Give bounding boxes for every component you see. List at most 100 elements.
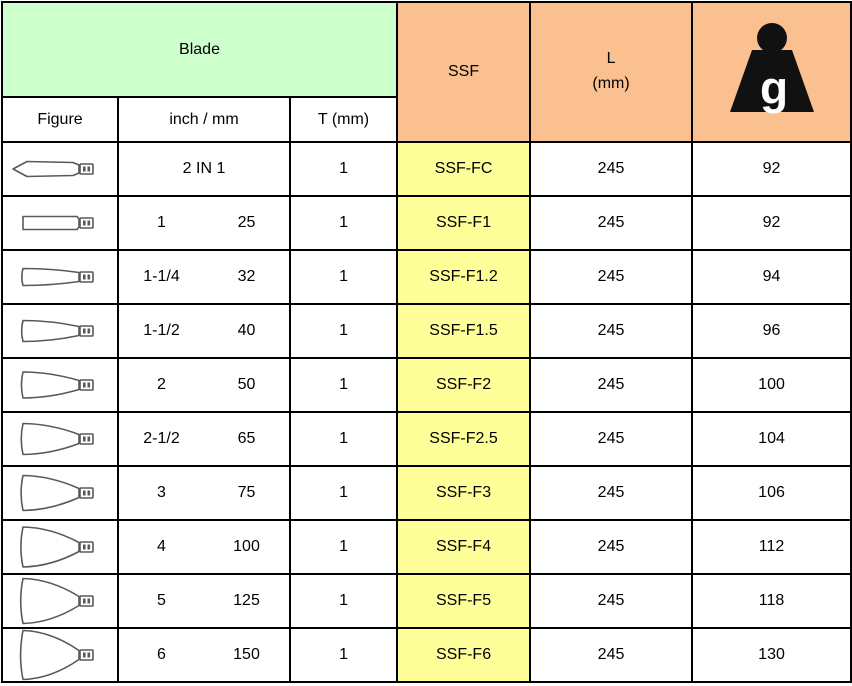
table-body: 2 IN 1 1 SSF-FC 245 92 1 25 1 SSF-F1 245 92 1-1/4 32… xyxy=(1,141,852,683)
figure-cell xyxy=(1,519,119,575)
inch-value: 1-1/4 xyxy=(143,268,180,285)
mm-value: 40 xyxy=(237,322,256,339)
inch-value: 4 xyxy=(157,538,166,555)
l-header-line2: (mm) xyxy=(592,75,630,92)
weight-cell: 92 xyxy=(691,195,852,251)
figure-cell xyxy=(1,249,119,305)
blade-fan-icon xyxy=(20,319,94,343)
mm-value: 32 xyxy=(237,268,256,285)
table-row: 2-1/2 65 1 SSF-F2.5 245 104 xyxy=(1,411,852,467)
figure-cell xyxy=(1,357,119,413)
table-row: 1-1/4 32 1 SSF-F1.2 245 94 xyxy=(1,249,852,305)
ssf-code-cell: SSF-F2.5 xyxy=(396,411,532,467)
t-cell: 1 xyxy=(288,303,399,359)
table-row: 6 150 1 SSF-F6 245 130 xyxy=(1,627,852,683)
inch-value: 1 xyxy=(157,214,166,231)
blade-fan-icon xyxy=(20,474,94,512)
ssf-code-cell: SSF-F3 xyxy=(396,465,532,521)
inch-mm-cell: 5 125 xyxy=(117,573,291,629)
t-cell: 1 xyxy=(288,411,399,467)
inch-mm-cell: 1-1/2 40 xyxy=(117,303,291,359)
inch-mm-cell: 1 25 xyxy=(117,195,291,251)
weight-cell: 94 xyxy=(691,249,852,305)
ssf-code-cell: SSF-F1 xyxy=(396,195,532,251)
mm-value: 100 xyxy=(233,538,260,555)
figure-cell xyxy=(1,573,119,629)
weight-cell: 92 xyxy=(691,141,852,197)
l-cell: 245 xyxy=(529,303,694,359)
ssf-code-cell: SSF-F1.5 xyxy=(396,303,532,359)
figure-cell xyxy=(1,465,119,521)
table-row: 2 IN 1 1 SSF-FC 245 92 xyxy=(1,141,852,197)
l-header-line1: L xyxy=(606,50,616,68)
blade-straight-icon xyxy=(22,215,94,231)
weight-cell: 100 xyxy=(691,357,852,413)
inch-mm-cell: 6 150 xyxy=(117,627,291,683)
l-cell: 245 xyxy=(529,573,694,629)
weight-cell: 96 xyxy=(691,303,852,359)
inch-mm-column-header: inch / mm xyxy=(117,96,291,143)
inch-value: 5 xyxy=(157,592,166,609)
l-header-cell: L (mm) xyxy=(529,1,694,143)
t-cell: 1 xyxy=(288,627,399,683)
figure-cell xyxy=(1,141,119,197)
l-cell: 245 xyxy=(529,465,694,521)
ssf-code-cell: SSF-F1.2 xyxy=(396,249,532,305)
weight-cell: 130 xyxy=(691,627,852,683)
t-cell: 1 xyxy=(288,573,399,629)
table-row: 5 125 1 SSF-F5 245 118 xyxy=(1,573,852,629)
t-cell: 1 xyxy=(288,249,399,305)
inch-value: 3 xyxy=(157,484,166,501)
t-cell: 1 xyxy=(288,357,399,413)
l-cell: 245 xyxy=(529,519,694,575)
blade-fan-icon xyxy=(20,422,94,456)
table-row: 4 100 1 SSF-F4 245 112 xyxy=(1,519,852,575)
inch-value: 2-1/2 xyxy=(143,430,180,447)
l-cell: 245 xyxy=(529,195,694,251)
l-cell: 245 xyxy=(529,627,694,683)
kettlebell-weight-icon: g xyxy=(729,22,814,114)
table-row: 1 25 1 SSF-F1 245 92 xyxy=(1,195,852,251)
mm-value: 25 xyxy=(237,214,256,231)
blade-fan-icon xyxy=(20,371,94,399)
t-cell: 1 xyxy=(288,141,399,197)
weight-unit-letter: g xyxy=(759,62,787,114)
blade-fan-icon xyxy=(21,267,94,287)
blade-fan-icon xyxy=(19,630,94,680)
ssf-code-cell: SSF-FC xyxy=(396,141,532,197)
ssf-header-cell: SSF xyxy=(396,1,532,143)
figure-column-header: Figure xyxy=(1,96,119,143)
blade-fan-icon xyxy=(20,526,94,568)
inch-value: 2 xyxy=(157,376,166,393)
ssf-code-cell: SSF-F6 xyxy=(396,627,532,683)
ssf-code-cell: SSF-F2 xyxy=(396,357,532,413)
table-row: 2 50 1 SSF-F2 245 100 xyxy=(1,357,852,413)
mm-value: 125 xyxy=(233,592,260,609)
figure-cell xyxy=(1,303,119,359)
blade-header-cell: Blade xyxy=(0,1,399,98)
l-cell: 245 xyxy=(529,249,694,305)
ssf-code-cell: SSF-F4 xyxy=(396,519,532,575)
main-header-row: Blade SSF L (mm) g xyxy=(0,1,852,143)
weight-cell: 118 xyxy=(691,573,852,629)
weight-cell: 106 xyxy=(691,465,852,521)
inch-value: 6 xyxy=(157,646,166,663)
t-cell: 1 xyxy=(288,195,399,251)
l-cell: 245 xyxy=(529,357,694,413)
mm-value: 75 xyxy=(237,484,256,501)
weight-cell: 104 xyxy=(691,411,852,467)
inch-mm-cell: 4 100 xyxy=(117,519,291,575)
figure-cell xyxy=(1,411,119,467)
figure-cell xyxy=(1,627,119,683)
table-row: 1-1/2 40 1 SSF-F1.5 245 96 xyxy=(1,303,852,359)
inch-mm-cell: 2 50 xyxy=(117,357,291,413)
t-cell: 1 xyxy=(288,465,399,521)
t-cell: 1 xyxy=(288,519,399,575)
ssf-code-cell: SSF-F5 xyxy=(396,573,532,629)
l-cell: 245 xyxy=(529,141,694,197)
blade-2in1-pointed-icon xyxy=(12,160,94,178)
inch-mm-cell: 2-1/2 65 xyxy=(117,411,291,467)
l-cell: 245 xyxy=(529,411,694,467)
